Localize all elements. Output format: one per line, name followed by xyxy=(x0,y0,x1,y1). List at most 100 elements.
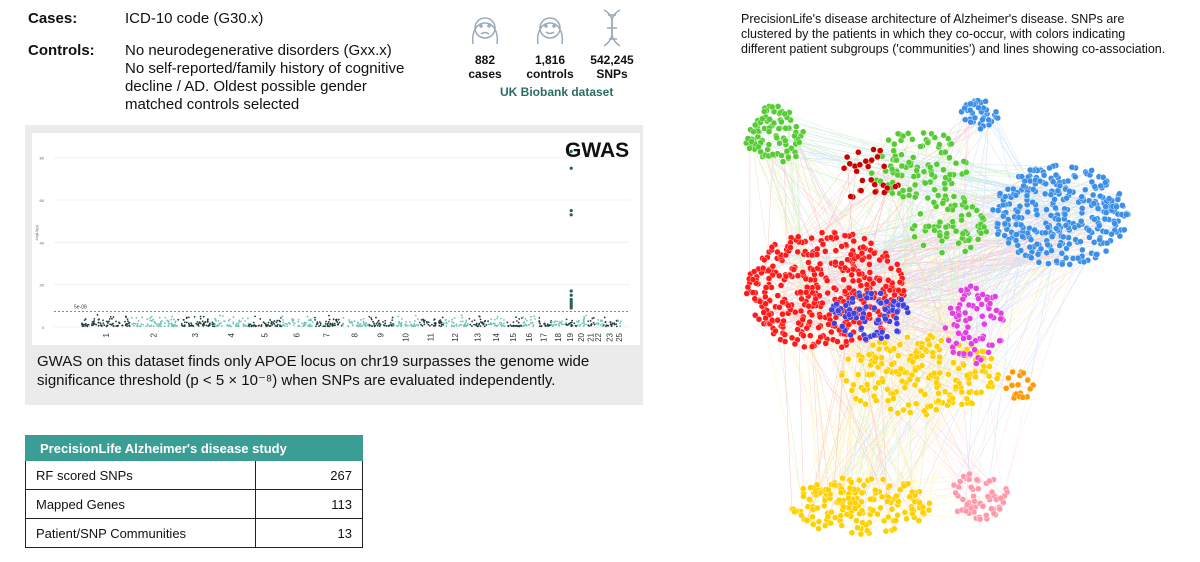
snp-point xyxy=(303,324,306,327)
snp-point xyxy=(585,323,588,326)
snp-point xyxy=(201,324,204,326)
node xyxy=(971,346,978,353)
node xyxy=(1019,233,1026,240)
node xyxy=(800,332,807,339)
snp-point xyxy=(554,320,557,323)
node xyxy=(858,489,866,497)
node xyxy=(1105,195,1113,202)
snp-point xyxy=(397,324,400,327)
snp-point xyxy=(422,318,425,321)
snp-point xyxy=(500,325,503,328)
snp-point xyxy=(187,322,190,325)
node xyxy=(878,335,885,342)
snp-point xyxy=(98,318,101,321)
snp-point xyxy=(199,315,202,318)
snp-point xyxy=(180,323,183,325)
snp-point xyxy=(270,322,273,325)
node xyxy=(1001,232,1008,239)
node xyxy=(761,256,768,264)
node xyxy=(1113,203,1120,211)
snp-point xyxy=(442,323,445,326)
node xyxy=(952,383,960,391)
node xyxy=(956,478,964,485)
snp-point xyxy=(518,325,521,328)
node xyxy=(1033,211,1041,218)
snp-point xyxy=(214,318,216,320)
node xyxy=(761,108,768,115)
node xyxy=(917,210,924,218)
node xyxy=(856,161,864,168)
x-tick-label: 9 xyxy=(377,332,386,337)
node xyxy=(887,405,894,413)
snp-point xyxy=(500,317,502,320)
edge xyxy=(798,139,889,241)
node xyxy=(832,259,839,266)
snp-point xyxy=(384,319,387,322)
snp-point xyxy=(515,325,518,327)
snp-point xyxy=(272,322,274,324)
snp-point xyxy=(152,325,155,328)
snp-point xyxy=(99,322,102,324)
snp-point xyxy=(172,318,175,321)
node xyxy=(841,232,849,239)
snp-point xyxy=(86,325,89,328)
snp-point xyxy=(371,325,373,328)
node xyxy=(860,482,868,489)
snp-point xyxy=(82,323,85,326)
node xyxy=(775,125,783,132)
edge xyxy=(805,181,1065,252)
snp-point xyxy=(575,320,578,323)
node xyxy=(919,509,927,516)
snp-point xyxy=(530,315,532,318)
node xyxy=(960,158,968,165)
node xyxy=(751,121,759,129)
node xyxy=(994,220,1002,228)
controls-line: decline / AD. Oldest possible gender xyxy=(125,78,367,95)
snp-point xyxy=(359,323,362,325)
node xyxy=(907,409,914,416)
node xyxy=(926,164,934,171)
node xyxy=(808,251,816,259)
snp-point xyxy=(357,322,360,325)
node xyxy=(766,116,773,123)
edge xyxy=(977,217,1020,481)
edge xyxy=(809,321,901,370)
node xyxy=(798,295,805,303)
snp-point xyxy=(307,319,310,322)
node xyxy=(1077,238,1084,245)
snp-point xyxy=(287,321,290,324)
node xyxy=(869,280,877,287)
node xyxy=(888,165,896,173)
snp-point xyxy=(589,320,592,322)
significant-snp-point xyxy=(569,149,573,153)
node xyxy=(980,223,988,231)
node xyxy=(1056,242,1063,249)
snp-point xyxy=(364,323,367,325)
snp-point xyxy=(102,322,105,325)
snp-point xyxy=(214,319,217,322)
node xyxy=(894,130,902,137)
snp-point xyxy=(534,318,536,320)
node xyxy=(782,137,789,144)
snp-point xyxy=(548,324,551,327)
snp-point xyxy=(550,323,553,326)
edge xyxy=(848,314,855,499)
node xyxy=(1035,259,1043,266)
node xyxy=(926,500,933,507)
edge xyxy=(968,203,1105,379)
node xyxy=(791,340,799,348)
node xyxy=(1082,186,1089,193)
node xyxy=(1096,192,1104,200)
node xyxy=(918,344,926,351)
node xyxy=(971,498,978,505)
cases-text: ICD-10 code (G30.x) xyxy=(125,10,264,27)
node xyxy=(974,236,982,243)
snp-point xyxy=(279,320,282,323)
snp-point xyxy=(416,318,419,320)
node xyxy=(876,147,884,154)
snp-point xyxy=(260,325,263,328)
node xyxy=(1068,164,1076,171)
node xyxy=(869,341,877,349)
node xyxy=(768,284,775,291)
edge xyxy=(885,207,1056,310)
